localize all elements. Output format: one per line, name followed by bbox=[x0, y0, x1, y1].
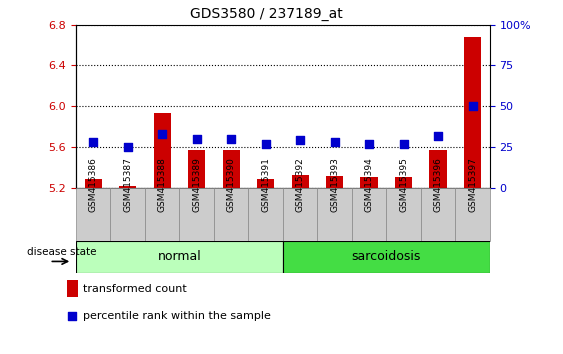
Bar bbox=[119, 185, 136, 188]
Point bbox=[296, 138, 305, 143]
Point bbox=[434, 133, 443, 138]
Bar bbox=[67, 280, 78, 297]
Bar bbox=[421, 188, 455, 241]
Text: GSM415394: GSM415394 bbox=[365, 157, 374, 212]
Bar bbox=[188, 150, 205, 188]
Bar bbox=[154, 113, 171, 188]
Text: percentile rank within the sample: percentile rank within the sample bbox=[83, 311, 271, 321]
Bar bbox=[110, 188, 145, 241]
Point bbox=[158, 131, 167, 137]
Text: disease state: disease state bbox=[26, 247, 96, 257]
Bar bbox=[145, 188, 180, 241]
Text: GSM415395: GSM415395 bbox=[399, 156, 408, 212]
Point bbox=[468, 103, 477, 109]
Bar bbox=[360, 177, 378, 188]
Bar bbox=[326, 176, 343, 188]
Bar bbox=[455, 188, 490, 241]
Text: GSM415387: GSM415387 bbox=[123, 156, 132, 212]
Point bbox=[89, 139, 98, 145]
Point bbox=[227, 136, 236, 142]
Bar bbox=[464, 37, 481, 188]
Text: GSM415386: GSM415386 bbox=[89, 156, 98, 212]
Text: GSM415396: GSM415396 bbox=[434, 156, 443, 212]
Text: normal: normal bbox=[158, 250, 202, 263]
Text: GSM415397: GSM415397 bbox=[468, 156, 477, 212]
Bar bbox=[283, 241, 490, 273]
Bar bbox=[352, 188, 386, 241]
Point bbox=[365, 141, 374, 147]
Text: GSM415392: GSM415392 bbox=[296, 157, 305, 212]
Bar bbox=[395, 177, 412, 188]
Bar bbox=[180, 188, 214, 241]
Text: GSM415389: GSM415389 bbox=[192, 156, 201, 212]
Point bbox=[192, 136, 201, 142]
Bar bbox=[257, 179, 274, 188]
Text: transformed count: transformed count bbox=[83, 284, 187, 293]
Text: GSM415391: GSM415391 bbox=[261, 156, 270, 212]
Bar bbox=[430, 150, 446, 188]
Bar bbox=[76, 241, 283, 273]
Text: GSM415390: GSM415390 bbox=[227, 156, 236, 212]
Point bbox=[123, 144, 132, 150]
Text: GSM415393: GSM415393 bbox=[330, 156, 339, 212]
Bar bbox=[222, 150, 240, 188]
Bar bbox=[76, 188, 110, 241]
Text: sarcoidosis: sarcoidosis bbox=[352, 250, 421, 263]
Bar bbox=[248, 188, 283, 241]
Bar bbox=[386, 188, 421, 241]
Bar bbox=[84, 179, 102, 188]
Point bbox=[399, 141, 408, 147]
Bar bbox=[214, 188, 248, 241]
Bar bbox=[318, 188, 352, 241]
Point bbox=[330, 139, 339, 145]
Point bbox=[261, 141, 270, 147]
Text: GSM415388: GSM415388 bbox=[158, 156, 167, 212]
Title: GDS3580 / 237189_at: GDS3580 / 237189_at bbox=[190, 7, 343, 21]
Point bbox=[68, 313, 77, 319]
Bar bbox=[292, 175, 309, 188]
Bar bbox=[283, 188, 318, 241]
